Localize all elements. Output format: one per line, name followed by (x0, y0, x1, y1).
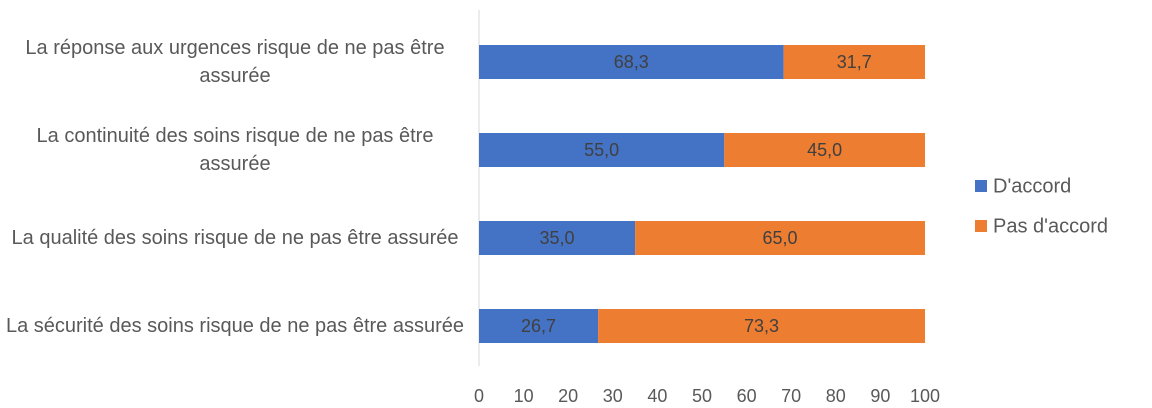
data-label: 73,3 (744, 316, 779, 336)
bar-segment (724, 133, 925, 167)
data-label: 26,7 (521, 316, 556, 336)
x-tick-label: 50 (692, 386, 712, 406)
x-tick-label: 0 (474, 386, 484, 406)
bar-segment (783, 45, 925, 79)
bar-segment (479, 309, 599, 343)
bar-segment (479, 45, 784, 79)
x-tick-label: 100 (910, 386, 940, 406)
x-tick-label: 70 (781, 386, 801, 406)
data-label: 68,3 (614, 52, 649, 72)
x-tick-label: 80 (826, 386, 846, 406)
bar-segment (479, 133, 725, 167)
legend-label: Pas d'accord (993, 215, 1108, 237)
category-label: La continuité des soins risque de ne pas… (36, 125, 434, 175)
category-label: La qualité des soins risque de ne pas êt… (11, 227, 459, 249)
data-label: 31,7 (837, 52, 872, 72)
data-label: 35,0 (540, 228, 575, 248)
x-tick-label: 40 (647, 386, 667, 406)
data-label: 45,0 (807, 140, 842, 160)
x-tick-label: 10 (514, 386, 534, 406)
x-tick-label: 30 (603, 386, 623, 406)
category-label: La réponse aux urgences risque de ne pas… (25, 37, 445, 87)
x-tick-label: 20 (558, 386, 578, 406)
bar-segment (635, 221, 925, 255)
bar-segment (479, 221, 636, 255)
data-label: 65,0 (763, 228, 798, 248)
bar-segment (598, 309, 925, 343)
data-label: 55,0 (584, 140, 619, 160)
category-label: La sécurité des soins risque de ne pas ê… (5, 315, 465, 337)
legend-swatch (975, 220, 987, 232)
legend-swatch (975, 180, 987, 192)
legend-label: D'accord (993, 175, 1071, 197)
x-tick-label: 60 (737, 386, 757, 406)
x-tick-label: 90 (870, 386, 890, 406)
